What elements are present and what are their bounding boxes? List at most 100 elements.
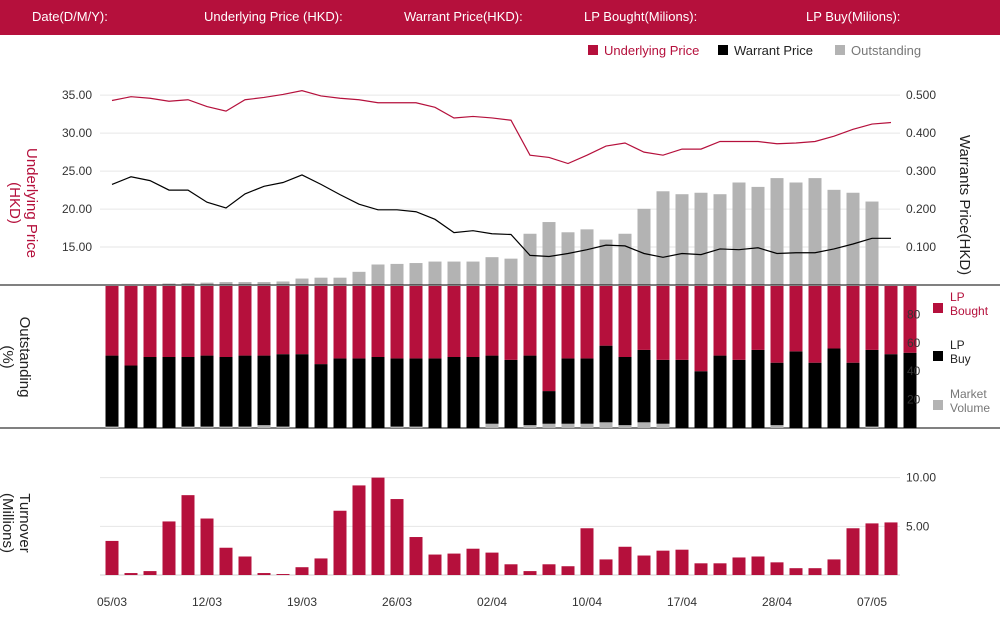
lp-buy-bar bbox=[200, 355, 214, 427]
turnover-bar bbox=[257, 573, 271, 575]
lp-buy-bar bbox=[770, 362, 784, 426]
turnover-axis-title: Turnover(Millions) bbox=[0, 493, 33, 553]
market-volume-bar bbox=[219, 426, 233, 428]
lp-bought-bar bbox=[371, 286, 385, 357]
lp-buy-bar bbox=[466, 357, 480, 428]
turnover-bar bbox=[770, 562, 784, 575]
lp-buy-bar bbox=[523, 355, 537, 426]
right-tick-label: 0.300 bbox=[906, 164, 936, 178]
turnover-bar bbox=[618, 546, 632, 575]
outstanding-bar bbox=[504, 258, 518, 285]
lp-buy-bar bbox=[409, 358, 423, 427]
outstanding-axis-title: Outstanding(%) bbox=[0, 317, 33, 398]
lp-bought-bar bbox=[162, 286, 176, 357]
lp-buy-bar bbox=[295, 354, 309, 428]
lp-bought-bar bbox=[238, 286, 252, 356]
market-volume-bar bbox=[390, 426, 404, 428]
lp-buy-bar bbox=[713, 355, 727, 428]
lp-bought-bar bbox=[105, 286, 119, 356]
lp-buy-bar bbox=[257, 355, 271, 426]
left-axis-title: Underlying Price(HKD) bbox=[6, 148, 40, 258]
market-volume-bar bbox=[485, 423, 499, 428]
lp-buy-bar bbox=[352, 358, 366, 428]
turnover-bar bbox=[143, 571, 157, 575]
lp-bought-bar bbox=[466, 286, 480, 357]
market-volume-bar bbox=[523, 425, 537, 428]
left-tick-label: 30.00 bbox=[62, 126, 92, 140]
warrant-price-label: Warrant Price(HKD): bbox=[404, 9, 523, 24]
lp-bought-bar bbox=[409, 286, 423, 359]
legend-swatch bbox=[718, 45, 728, 55]
lp-buy-bar bbox=[238, 355, 252, 427]
market-volume-bar bbox=[276, 426, 290, 428]
lp-bought-bar bbox=[599, 286, 613, 346]
turnover-bar bbox=[694, 563, 708, 575]
right-tick-label: 0.500 bbox=[906, 88, 936, 102]
lp-buy-bar bbox=[428, 358, 442, 428]
turnover-bar bbox=[561, 566, 575, 575]
outstanding-bar bbox=[770, 178, 784, 285]
lp-buy-bar bbox=[314, 364, 328, 428]
turnover-bar bbox=[732, 557, 746, 575]
outstanding-bar bbox=[371, 264, 385, 285]
outstanding-bar bbox=[428, 261, 442, 285]
outstanding-bar bbox=[409, 263, 423, 285]
turnover-bar bbox=[352, 485, 366, 575]
lp-buy-bar bbox=[143, 357, 157, 428]
outstanding-bar bbox=[637, 208, 651, 285]
outstanding-legend-label: LP Buy bbox=[950, 338, 971, 366]
outstanding-bar bbox=[542, 222, 556, 285]
lp-bought-bar bbox=[561, 286, 575, 359]
turnover-tick-label: 10.00 bbox=[906, 471, 936, 485]
lp-bought-bar bbox=[200, 286, 214, 356]
outstanding-bar bbox=[466, 261, 480, 285]
lp-buy-bar bbox=[751, 349, 765, 428]
outstanding-bar bbox=[827, 189, 841, 285]
turnover-bar bbox=[390, 499, 404, 575]
lp-buy-bar bbox=[124, 365, 138, 428]
outstanding-bar bbox=[162, 283, 176, 285]
outstanding-bar bbox=[352, 271, 366, 285]
underlying-price-label: Underlying Price (HKD): bbox=[204, 9, 343, 24]
outstanding-bar bbox=[675, 194, 689, 285]
lp-bought-bar bbox=[675, 286, 689, 360]
outstanding-legend-label: LP Bought bbox=[950, 290, 989, 318]
turnover-bar bbox=[409, 537, 423, 575]
legend-swatch bbox=[835, 45, 845, 55]
turnover-bar bbox=[219, 547, 233, 575]
turnover-bar bbox=[865, 523, 879, 575]
turnover-bar bbox=[162, 521, 176, 575]
left-tick-label: 35.00 bbox=[62, 88, 92, 102]
turnover-bar bbox=[675, 549, 689, 575]
lp-buy-bar bbox=[542, 391, 556, 424]
outstanding-bar bbox=[257, 282, 271, 285]
outstanding-legend-swatch bbox=[933, 351, 943, 361]
x-tick-label: 12/03 bbox=[192, 595, 222, 609]
lp-bought-label: LP Bought(Milions): bbox=[584, 9, 698, 24]
turnover-tick-label: 5.00 bbox=[906, 519, 930, 533]
lp-bought-bar bbox=[124, 286, 138, 366]
lp-bought-bar bbox=[295, 286, 309, 355]
lp-bought-bar bbox=[390, 286, 404, 359]
market-volume-bar bbox=[865, 426, 879, 428]
turnover-bar bbox=[200, 518, 214, 575]
outstanding-legend-label: Market Volume bbox=[950, 387, 990, 415]
market-volume-bar bbox=[770, 425, 784, 428]
legend-swatch bbox=[588, 45, 598, 55]
legend-label: Warrant Price bbox=[734, 43, 813, 58]
outstanding-legend-swatch bbox=[933, 400, 943, 410]
outstanding-bar bbox=[181, 283, 195, 285]
outstanding-bar bbox=[808, 178, 822, 285]
turnover-bar bbox=[295, 567, 309, 575]
lp-buy-bar bbox=[732, 359, 746, 428]
outstanding-tick-label: 60 bbox=[907, 336, 921, 350]
outstanding-bar bbox=[238, 282, 252, 285]
turnover-bar bbox=[656, 550, 670, 575]
lp-buy-bar bbox=[504, 359, 518, 428]
x-tick-label: 10/04 bbox=[572, 595, 602, 609]
lp-bought-bar bbox=[694, 286, 708, 372]
lp-buy-bar bbox=[884, 354, 898, 428]
x-tick-label: 17/04 bbox=[667, 595, 697, 609]
right-tick-label: 0.400 bbox=[906, 126, 936, 140]
lp-bought-bar bbox=[485, 286, 499, 356]
